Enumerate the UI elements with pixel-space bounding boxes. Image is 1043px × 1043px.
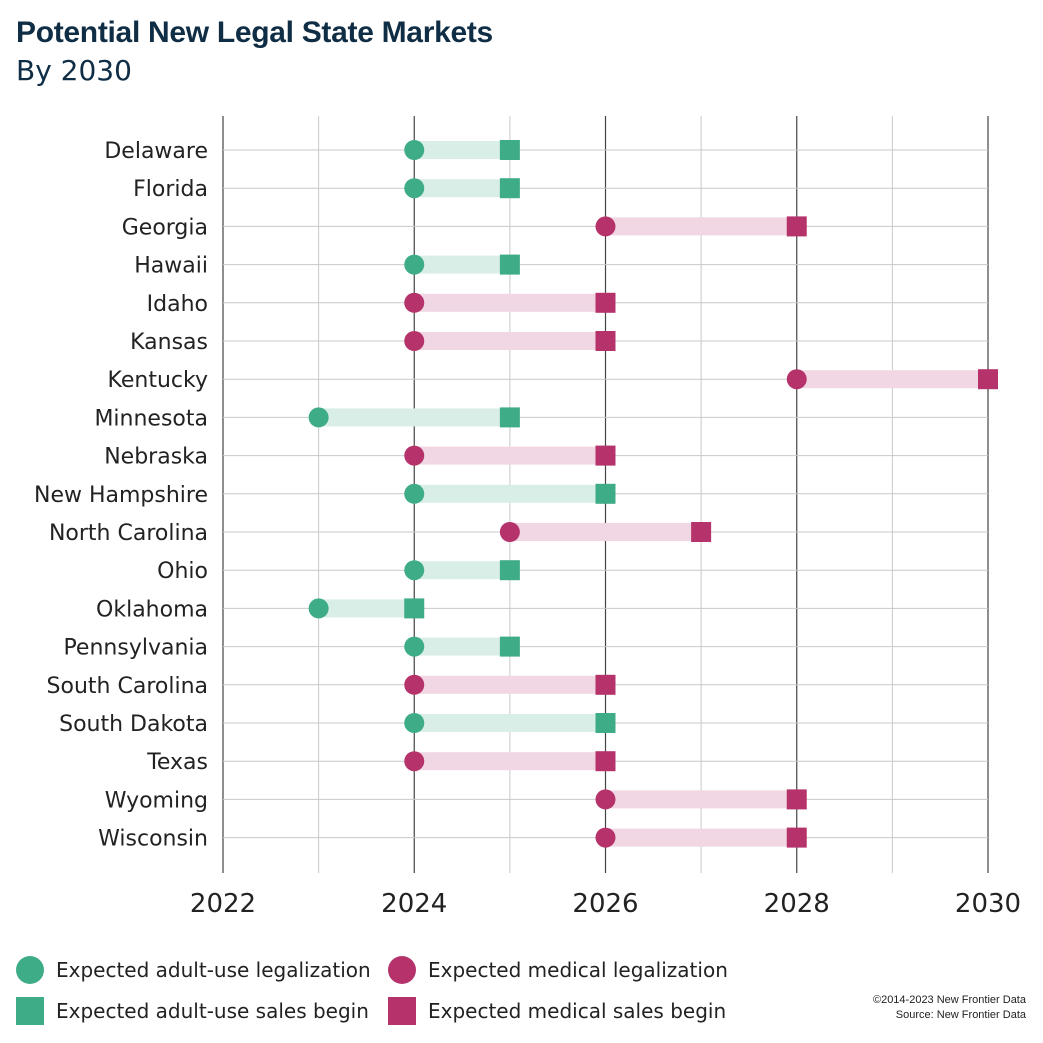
medical-sales-point [595, 292, 616, 313]
green-circle-icon [16, 956, 44, 984]
adult-use-sales-point [499, 178, 520, 199]
state-label: Florida [133, 177, 208, 202]
adult-use-sales-point [404, 598, 425, 619]
adult-use-legalization-point [404, 636, 425, 657]
adult-use-sales-point [595, 483, 616, 504]
range-bar [605, 828, 797, 847]
adult-use-sales-point [499, 560, 520, 581]
state-label: Georgia [122, 215, 208, 240]
state-label: Pennsylvania [63, 636, 208, 661]
range-bar [414, 675, 606, 694]
magenta-circle-icon [388, 956, 416, 984]
x-tick-label: 2030 [955, 889, 1021, 919]
range-bar [318, 599, 415, 618]
adult-use-legalization-point [308, 407, 329, 428]
state-label: Oklahoma [96, 597, 208, 622]
medical-legalization-point [404, 674, 425, 695]
range-bar [414, 141, 510, 159]
adult-use-legalization-point [308, 598, 329, 619]
x-tick-label: 2026 [572, 889, 638, 919]
adult-use-sales-point [595, 713, 616, 733]
state-label: Hawaii [134, 254, 208, 279]
medical-legalization-point [595, 827, 616, 848]
magenta-square-icon [388, 997, 416, 1025]
range-bar [509, 523, 702, 541]
adult-use-legalization-point [404, 560, 425, 581]
state-label: Texas [146, 750, 208, 775]
range-bar [414, 293, 606, 312]
medical-sales-point [786, 827, 807, 848]
state-label: Delaware [104, 139, 208, 164]
state-label: Wisconsin [98, 827, 208, 852]
medical-sales-point [595, 445, 616, 466]
legend-adult-use-legalization: Expected adult-use legalization [16, 955, 371, 985]
chart-subtitle: By 2030 [16, 54, 132, 87]
x-tick-label: 2024 [381, 889, 447, 919]
chart-title: Potential New Legal State Markets [16, 16, 493, 49]
range-bar [414, 714, 606, 732]
range-bar [414, 179, 510, 198]
medical-sales-point [786, 789, 807, 810]
state-label: Kansas [130, 330, 208, 355]
state-label: North Carolina [49, 521, 208, 546]
legend-label: Expected medical legalization [428, 958, 728, 982]
state-label: Wyoming [105, 788, 208, 813]
legend-label: Expected medical sales begin [428, 999, 727, 1023]
range-bar [796, 370, 988, 389]
adult-use-sales-point [499, 407, 520, 428]
state-label: Minnesota [94, 406, 208, 431]
range-bar [318, 408, 510, 427]
range-bar [414, 561, 510, 580]
adult-use-legalization-point [404, 483, 425, 504]
x-tick-label: 2022 [190, 889, 256, 919]
medical-legalization-point [499, 522, 520, 542]
source-text: Source: New Frontier Data [895, 1009, 1026, 1021]
range-bar [414, 637, 510, 656]
range-bar [605, 217, 797, 236]
legend-medical-sales: Expected medical sales begin [388, 996, 726, 1026]
state-label: New Hampshire [34, 483, 208, 508]
legend-adult-use-sales: Expected adult-use sales begin [16, 996, 369, 1026]
medical-legalization-point [404, 445, 425, 466]
medical-legalization-point [404, 751, 425, 772]
medical-legalization-point [404, 292, 425, 313]
state-label: Ohio [157, 559, 208, 584]
range-bar [414, 446, 606, 465]
state-label: Nebraska [104, 445, 208, 470]
state-label: Kentucky [108, 368, 208, 393]
range-bar [414, 332, 606, 350]
legend-medical-legalization: Expected medical legalization [388, 955, 728, 985]
range-bar [605, 790, 797, 809]
range-bar [414, 752, 606, 771]
adult-use-legalization-point [404, 178, 425, 199]
medical-legalization-point [595, 789, 616, 810]
legend-label: Expected adult-use sales begin [56, 999, 369, 1023]
medical-sales-point [691, 522, 712, 542]
adult-use-sales-point [499, 140, 520, 160]
medical-sales-point [595, 331, 616, 351]
medical-legalization-point [404, 331, 425, 351]
green-square-icon [16, 997, 44, 1025]
state-label: Idaho [147, 292, 208, 317]
x-tick-label: 2028 [764, 889, 830, 919]
adult-use-legalization-point [404, 140, 425, 160]
medical-sales-point [786, 216, 807, 237]
adult-use-legalization-point [404, 713, 425, 733]
state-label: South Dakota [59, 712, 208, 737]
state-label: South Carolina [47, 674, 208, 699]
medical-sales-point [595, 674, 616, 695]
medical-legalization-point [786, 369, 807, 390]
adult-use-sales-point [499, 636, 520, 657]
range-bar [414, 484, 606, 503]
legend-label: Expected adult-use legalization [56, 958, 371, 982]
range-bar [414, 255, 510, 274]
medical-sales-point [595, 751, 616, 772]
medical-sales-point [978, 369, 998, 390]
medical-legalization-point [595, 216, 616, 237]
credit: ©2014-2023 New Frontier Data Source: New… [873, 993, 1026, 1023]
adult-use-sales-point [499, 254, 520, 275]
adult-use-legalization-point [404, 254, 425, 275]
copyright-text: ©2014-2023 New Frontier Data [872, 994, 1026, 1006]
